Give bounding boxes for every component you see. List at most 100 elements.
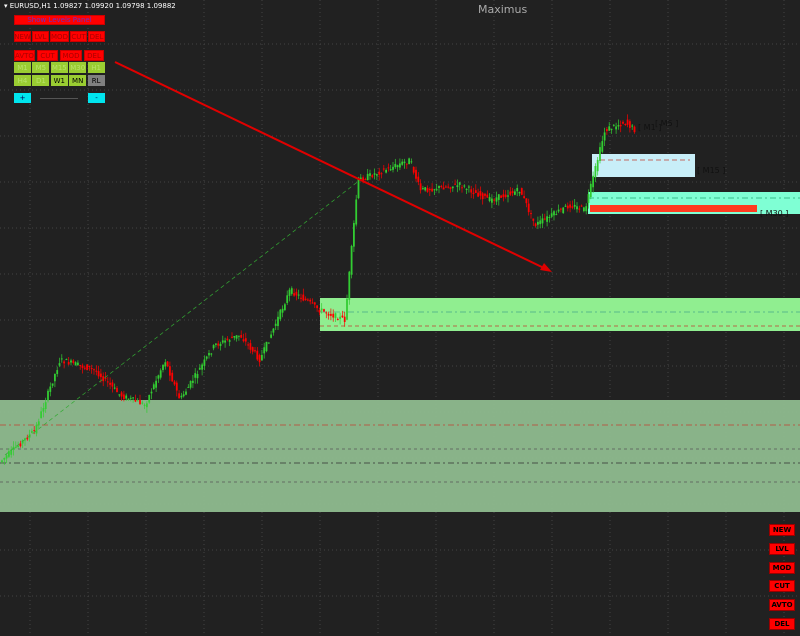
candle-body: [74, 362, 77, 366]
candle-body: [470, 189, 473, 193]
timeframe-m5-button[interactable]: M5: [32, 62, 50, 73]
timeframe-w1-button[interactable]: W1: [50, 75, 68, 86]
candle-body: [424, 187, 427, 191]
candle-body: [51, 383, 54, 386]
candle-body: [412, 166, 415, 173]
timeframe-mn-button[interactable]: MN: [69, 75, 87, 86]
candle-body: [210, 353, 213, 355]
slider-track[interactable]: [40, 98, 78, 99]
right-cut-button[interactable]: CUT: [769, 580, 795, 593]
timeframe-m15-button[interactable]: M15: [50, 62, 68, 73]
candle-body: [474, 190, 477, 193]
right-lvl-button[interactable]: LVL: [769, 542, 795, 555]
candle-body: [612, 124, 615, 126]
right-avto-button[interactable]: AVTO: [769, 599, 795, 612]
trend-arrow[interactable]: [114, 61, 547, 270]
candle-body: [495, 197, 498, 202]
panel-del-button[interactable]: DEL: [84, 50, 104, 61]
candle-body: [401, 161, 404, 165]
candle-body: [481, 193, 484, 200]
minus-button[interactable]: -: [88, 93, 105, 103]
candle-body: [182, 394, 185, 397]
timeframe-h4-button[interactable]: H4: [14, 75, 31, 86]
panel-new-button[interactable]: NEW: [14, 31, 31, 42]
candle-body: [19, 443, 22, 447]
candle-body: [219, 343, 222, 347]
panel-avto-button[interactable]: AVTO: [14, 50, 35, 61]
candle-body: [415, 169, 417, 179]
candle-body: [47, 390, 49, 401]
candle-body: [288, 289, 291, 296]
panel-del-button[interactable]: DEL: [88, 31, 105, 42]
candle-body: [93, 369, 95, 371]
candle-body: [56, 370, 59, 375]
candle-body: [256, 350, 259, 360]
candle-body: [129, 397, 132, 399]
candle-body: [610, 128, 613, 131]
candle-body: [387, 167, 390, 169]
panel-lvl-button[interactable]: LVL: [32, 31, 49, 42]
candle-body: [601, 141, 604, 152]
candle-body: [622, 121, 624, 124]
right-new-button[interactable]: NEW: [769, 524, 795, 536]
panel-cut-button[interactable]: CUT: [37, 50, 58, 61]
panel-mod-button[interactable]: MOD: [50, 31, 69, 42]
candle-body: [511, 191, 514, 193]
candle-body: [198, 367, 201, 370]
indicator-title: Maximus: [478, 3, 528, 16]
candle-body: [49, 386, 52, 392]
right-del-button[interactable]: DEL: [769, 618, 795, 630]
panel-cut-button[interactable]: CUT: [70, 31, 87, 42]
candle-body: [284, 304, 286, 311]
candle-body: [532, 218, 535, 221]
candle-body: [408, 158, 410, 165]
timeframe-h1-button[interactable]: H1: [87, 62, 105, 73]
candle-body: [102, 376, 105, 382]
candle-body: [525, 198, 528, 204]
candle-body: [449, 187, 452, 189]
candle-body: [313, 302, 316, 305]
candle-body: [497, 194, 500, 200]
candle-body: [332, 313, 335, 318]
candle-body: [548, 216, 551, 218]
candle-body: [37, 421, 40, 426]
candle-body: [201, 364, 203, 370]
candle-body: [187, 386, 190, 388]
symbol-text: EURUSD,H1 1.09827 1.09920 1.09798 1.0988…: [9, 2, 176, 10]
candle-body: [343, 316, 346, 322]
plus-button[interactable]: +: [14, 93, 31, 103]
candle-body: [624, 123, 627, 125]
candle-body: [44, 402, 47, 410]
candle-body: [77, 362, 79, 366]
candle-body: [348, 271, 351, 300]
timeframe-rl-button[interactable]: RL: [87, 75, 105, 86]
candle-body: [72, 360, 75, 363]
candle-body: [162, 364, 164, 371]
candle-body: [566, 205, 569, 209]
candle-body: [341, 315, 344, 318]
candle-body: [493, 199, 496, 201]
candle-body: [382, 168, 385, 170]
timeframe-m30-button[interactable]: M30: [69, 62, 87, 73]
candle-body: [60, 358, 63, 360]
timeframe-m1-button[interactable]: M1: [14, 62, 31, 73]
candle-body: [279, 309, 282, 320]
candle-body: [97, 371, 100, 377]
candle-body: [295, 291, 298, 296]
candle-body: [606, 129, 608, 132]
candle-body: [300, 297, 302, 299]
panel-mod-button[interactable]: MOD: [60, 50, 82, 61]
candle-body: [405, 163, 408, 165]
candle-body: [378, 171, 381, 175]
candle-body: [192, 380, 194, 383]
candle-body: [514, 191, 516, 195]
candle-body: [150, 391, 153, 394]
candle-body: [26, 437, 29, 440]
zone-h4: [0, 400, 800, 512]
timeframe-d1-button[interactable]: D1: [32, 75, 50, 86]
candle-body: [17, 445, 19, 447]
show-levels-panel-button[interactable]: Show Levels Panel: [14, 15, 105, 25]
right-mod-button[interactable]: MOD: [769, 561, 795, 574]
zone-m15: [592, 154, 695, 177]
